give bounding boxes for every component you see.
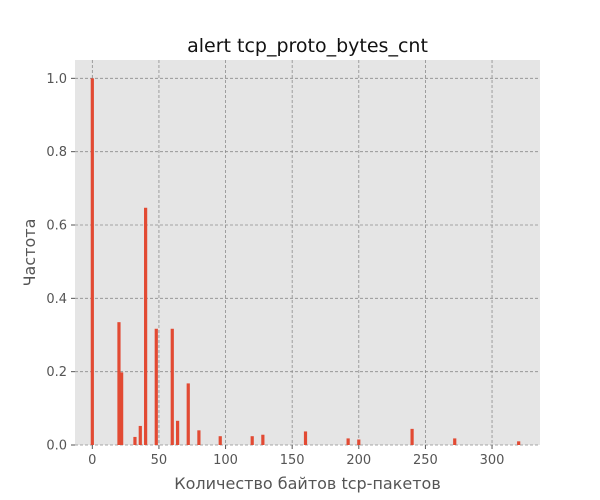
bar (219, 436, 222, 445)
x-axis-ticks: 0 50 100 150 200 250 300 (88, 445, 504, 468)
bar (357, 440, 360, 446)
y-tick-label: 1.0 (46, 72, 67, 87)
y-axis-ticks: 0.0 0.2 0.4 0.6 0.8 1.0 (46, 72, 75, 454)
y-tick-label: 0.4 (46, 292, 67, 307)
x-tick-label: 200 (346, 453, 371, 468)
bar (304, 431, 307, 445)
bar (410, 429, 413, 445)
bar (171, 329, 174, 445)
bar (120, 372, 123, 445)
bar (133, 437, 136, 445)
bar (144, 208, 147, 445)
bar (155, 329, 158, 445)
x-tick-label: 150 (280, 453, 305, 468)
y-tick-label: 0.2 (46, 365, 67, 380)
x-tick-label: 300 (480, 453, 505, 468)
bar (347, 438, 350, 445)
y-axis-label: Частота (20, 219, 39, 287)
x-tick-label: 50 (151, 453, 168, 468)
x-tick-label: 100 (213, 453, 238, 468)
y-tick-label: 0.8 (46, 145, 67, 160)
bar (197, 430, 200, 445)
x-tick-label: 250 (413, 453, 438, 468)
bar (453, 438, 456, 445)
bar (517, 441, 520, 445)
bar (251, 436, 254, 445)
bar (139, 426, 142, 445)
bar (187, 383, 190, 445)
bar (91, 78, 94, 445)
y-tick-label: 0.6 (46, 219, 67, 234)
x-axis-label: Количество байтов tcp-пакетов (174, 474, 441, 493)
x-tick-label: 0 (88, 453, 96, 468)
chart-title: alert tcp_proto_bytes_cnt (187, 35, 428, 57)
y-tick-label: 0.0 (46, 439, 67, 454)
bar (176, 421, 179, 445)
bar (261, 435, 264, 445)
